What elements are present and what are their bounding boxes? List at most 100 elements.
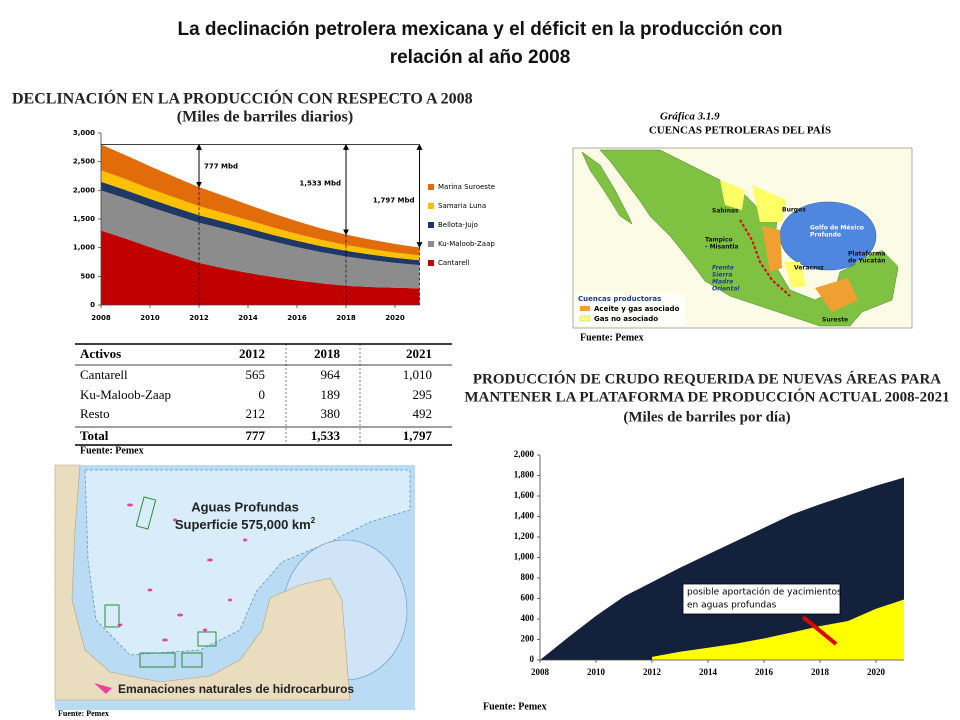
y-tick-label: 2,500 xyxy=(73,158,95,166)
x-tick-label: 2016 xyxy=(755,667,774,677)
legend-swatch xyxy=(428,260,434,266)
seeps xyxy=(117,503,247,642)
table-cell: 565 xyxy=(246,367,266,382)
y-tick-label: 2,000 xyxy=(73,186,95,194)
chart-title: MANTENER LA PLATAFORMA DE PRODUCCIÓN ACT… xyxy=(464,388,949,405)
x-tick-label: 2010 xyxy=(140,314,160,322)
sierra-line xyxy=(739,219,791,297)
legend-label: Cantarell xyxy=(438,259,470,267)
legend-label: Aceite y gas asociado xyxy=(594,305,680,313)
legend-swatch xyxy=(428,203,434,209)
source: Fuente: Pemex xyxy=(580,332,644,343)
y-tick-label: 500 xyxy=(80,272,95,280)
y-tick-label: 1,400 xyxy=(514,511,535,521)
y-tick-label: 2,000 xyxy=(514,449,535,459)
area xyxy=(101,190,420,289)
y-tick-label: 600 xyxy=(521,593,535,603)
basin-label: Tampico xyxy=(705,237,733,244)
area xyxy=(101,181,420,266)
table-cell: 380 xyxy=(321,406,341,421)
x-tick-label: 2018 xyxy=(336,314,356,322)
source: Fuente: Pemex xyxy=(483,701,547,712)
basin-label: Burgos xyxy=(782,207,806,214)
y-tick-label: 1,800 xyxy=(514,470,535,480)
seep xyxy=(117,623,123,627)
y-tick-label: 1,600 xyxy=(514,490,535,500)
table: Activos 2012 2018 2021 Cantarell 565 964 1,010 K… xyxy=(75,343,452,456)
table-cell: 212 xyxy=(246,406,266,421)
table-cell: 1,533 xyxy=(311,428,341,443)
legend-label: Emanaciones naturales de hidrocarburos xyxy=(118,682,354,696)
legend-title: Cuencas productoras xyxy=(578,295,661,303)
y-tick-label: 3,000 xyxy=(73,129,95,137)
y-tick-label: 200 xyxy=(521,634,535,644)
block xyxy=(135,496,157,530)
annotation: 1,797 Mbd xyxy=(373,196,415,204)
seep xyxy=(127,503,133,507)
x-tick-label: 2012 xyxy=(189,314,209,322)
seep xyxy=(162,638,168,642)
area xyxy=(652,599,904,660)
y-tick-label: 0 xyxy=(530,654,535,664)
blocks xyxy=(104,496,217,668)
basin-label: Plataforma xyxy=(848,251,885,258)
seep xyxy=(207,558,213,562)
x-tick-label: 2008 xyxy=(531,667,550,677)
chart-subtitle: (Miles de barriles diarios) xyxy=(177,109,353,126)
gas-zone xyxy=(720,180,745,210)
chart-subtitle: (Miles de barriles por día) xyxy=(623,409,790,425)
basin-label: Profundo xyxy=(810,232,841,239)
table-cell: 0 xyxy=(259,387,266,402)
y-tick-label: 800 xyxy=(521,572,535,582)
table-cell: 964 xyxy=(321,367,341,382)
land xyxy=(54,464,351,701)
annotation-pointer xyxy=(801,615,838,646)
x-tick-label: 2008 xyxy=(91,314,111,322)
table-cell: Cantarell xyxy=(80,367,128,382)
legend-swatch xyxy=(428,241,434,247)
chart-title: DECLINACIÓN EN LA PRODUCCIÓN CON RESPECT… xyxy=(12,89,473,108)
block xyxy=(181,652,203,668)
x-tick-label: 2018 xyxy=(811,667,830,677)
legend-swatch xyxy=(579,315,591,322)
basin-label: - Misantla xyxy=(705,244,738,251)
x-tick-label: 2014 xyxy=(699,667,718,677)
seep xyxy=(228,598,232,602)
table-cell: 777 xyxy=(246,428,266,443)
y-tick-label: 400 xyxy=(521,613,535,623)
table-header: Activos xyxy=(80,346,121,361)
seep xyxy=(147,588,153,592)
x-tick-label: 2020 xyxy=(867,667,886,677)
table-header: 2012 xyxy=(239,346,265,361)
source: Fuente: Pemex xyxy=(58,709,109,718)
basin-label: Veracruz xyxy=(794,265,824,272)
x-tick-label: 2016 xyxy=(287,314,307,322)
table-cell: 1,010 xyxy=(403,367,432,382)
legend-swatch xyxy=(94,683,112,694)
basin-label: Oriental xyxy=(712,286,740,293)
basin-label: Golfo de México xyxy=(810,225,864,232)
x-tick-label: 2012 xyxy=(643,667,662,677)
seep xyxy=(203,628,207,632)
oil-zone xyxy=(815,278,858,312)
map-title: CUENCAS PETROLERAS DEL PAÍS xyxy=(649,125,831,137)
basin-label: Sierra xyxy=(712,272,732,279)
seep xyxy=(173,518,177,522)
area xyxy=(101,230,420,305)
legend-label: Bellota-Jujo xyxy=(438,221,478,229)
deepwater-zone xyxy=(84,469,411,656)
annotation: posible aportación de yacimientos xyxy=(687,587,842,598)
oil-zone xyxy=(762,226,782,272)
map-subtitle: Superficie 575,000 km2 xyxy=(175,516,316,532)
y-tick-label: 1,500 xyxy=(73,215,95,223)
map-title: Aguas Profundas xyxy=(191,499,299,514)
area-label: Superficie 575,000 km xyxy=(175,517,311,532)
table-cell: 189 xyxy=(321,387,341,402)
block xyxy=(139,652,176,668)
block xyxy=(197,631,217,647)
land xyxy=(581,151,633,225)
annotation: 777 Mbd xyxy=(204,162,238,170)
table-header: 2021 xyxy=(406,346,432,361)
table-cell: 295 xyxy=(413,387,433,402)
